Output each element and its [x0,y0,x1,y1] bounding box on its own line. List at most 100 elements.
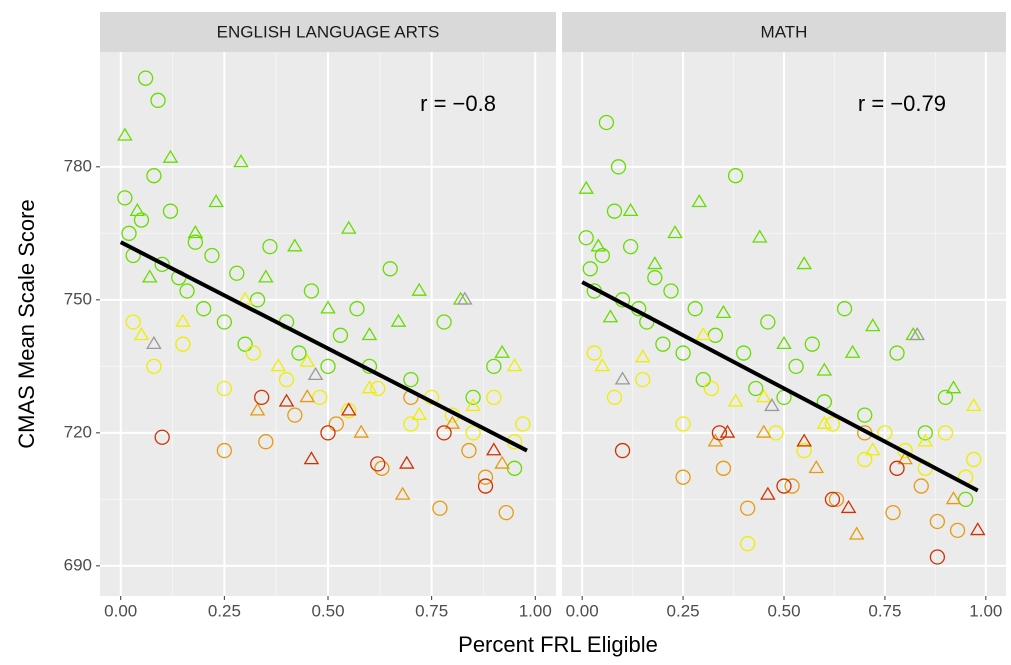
point [606,203,623,219]
point [949,522,966,539]
point [703,380,719,397]
point [287,407,303,423]
point [444,415,461,429]
x-tick-label: 1.00 [519,601,552,620]
point [848,526,865,540]
point [707,327,724,343]
point [506,358,523,372]
point [307,366,324,381]
point [249,402,266,416]
point [816,362,833,376]
point [332,327,349,343]
panel [562,52,1006,596]
point [436,425,452,441]
point [764,397,780,412]
point [719,424,736,438]
point [602,309,619,323]
point [917,425,933,441]
point [760,486,776,500]
point [828,491,845,507]
point [154,429,170,445]
point [125,314,141,330]
strip-label: MATH [761,22,808,41]
point [840,499,857,514]
x-tick-label: 0.00 [104,601,137,620]
point [796,442,812,459]
point [494,455,510,469]
point [885,504,901,521]
point [382,261,398,277]
point [945,491,962,505]
x-tick-label: 0.25 [667,601,700,620]
point [614,442,631,459]
point [320,358,336,374]
point [353,424,369,438]
point [361,327,378,341]
point [622,238,639,255]
point [179,283,195,299]
point [647,256,663,270]
point [216,442,233,459]
point [760,314,776,330]
point [937,425,954,441]
point [117,127,133,141]
panel [100,52,556,596]
point [844,344,861,358]
point [299,353,316,367]
point [195,301,212,317]
x-tick-label: 0.50 [311,601,344,620]
x-tick-label: 0.75 [415,601,448,620]
point [675,469,691,485]
point [865,442,881,456]
point [594,247,611,264]
point [897,451,913,465]
point [610,159,627,175]
point [796,433,812,447]
point [299,389,316,403]
point [162,149,179,163]
point [187,234,203,250]
point [751,229,768,243]
point [287,238,303,252]
x-tick-label: 0.00 [566,601,599,620]
point [249,292,266,308]
point [465,425,481,441]
point [229,265,245,281]
point [515,416,531,432]
point [150,92,166,108]
point [258,269,274,283]
point [340,402,357,416]
point [233,154,249,168]
point [320,425,336,441]
point [278,393,295,407]
point [411,406,427,420]
point [394,486,411,500]
point [816,415,833,429]
point [622,202,639,217]
point [237,336,253,352]
point [836,301,853,317]
point [675,345,691,361]
point [303,283,320,299]
x-tick-label: 0.50 [767,601,800,620]
point [687,301,703,317]
point [486,358,502,374]
point [146,358,162,374]
point [614,371,631,385]
strip [562,12,1006,52]
point [634,349,651,363]
point [735,345,752,361]
point [465,397,481,412]
point [768,425,784,441]
point [328,416,344,432]
point [117,190,133,206]
point [245,345,262,361]
point [586,345,602,361]
point [913,478,929,494]
point [667,225,683,239]
point [312,389,328,406]
point [398,455,415,469]
point [655,336,671,352]
point [349,301,365,317]
point [258,434,274,450]
